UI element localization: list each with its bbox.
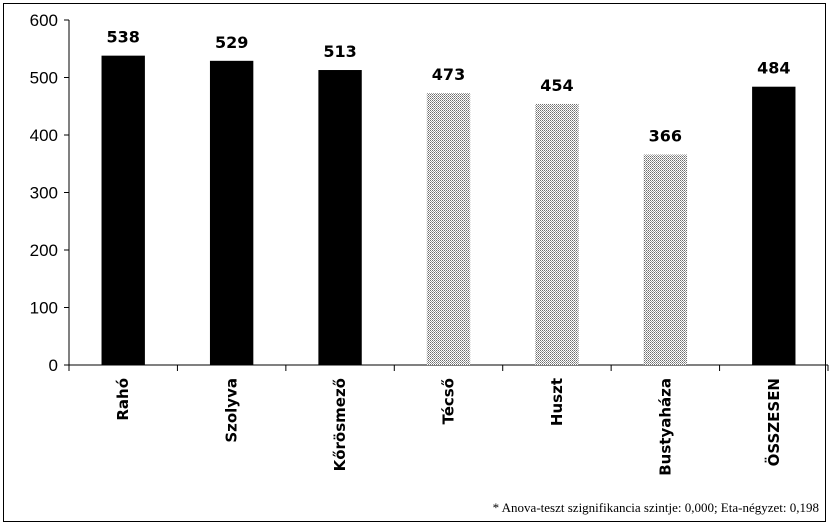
- bar-4: [427, 93, 470, 365]
- y-tick-label: 0: [49, 356, 58, 375]
- category-label: Técső: [440, 378, 458, 425]
- bar-1: [102, 56, 145, 365]
- bar-3: [318, 70, 361, 365]
- y-tick-label: 500: [30, 69, 58, 88]
- y-tick-label: 400: [30, 126, 58, 145]
- y-tick-label: 100: [30, 299, 58, 318]
- category-label: Kőrösmező: [331, 378, 349, 471]
- category-label: ÖSSZESEN: [764, 378, 783, 466]
- bar-6: [644, 155, 687, 365]
- footnote: * Anova-teszt szignifikancia szintje: 0,…: [493, 500, 819, 516]
- bar-5: [535, 104, 578, 365]
- data-label: 473: [432, 65, 465, 84]
- y-tick-label: 200: [30, 241, 58, 260]
- data-label: 538: [107, 28, 140, 47]
- bar-7: [752, 87, 795, 365]
- data-label: 484: [757, 59, 790, 78]
- data-label: 454: [540, 76, 573, 95]
- category-label: Szolyva: [223, 378, 241, 443]
- bar-2: [210, 61, 253, 365]
- category-label: Rahó: [114, 378, 132, 421]
- y-tick-label: 300: [30, 184, 58, 203]
- data-label: 366: [649, 127, 682, 146]
- data-label: 513: [323, 42, 356, 61]
- category-label: Bustyaháza: [656, 378, 674, 476]
- data-label: 529: [215, 33, 248, 52]
- category-label: Huszt: [548, 378, 566, 426]
- y-tick-label: 600: [30, 11, 58, 30]
